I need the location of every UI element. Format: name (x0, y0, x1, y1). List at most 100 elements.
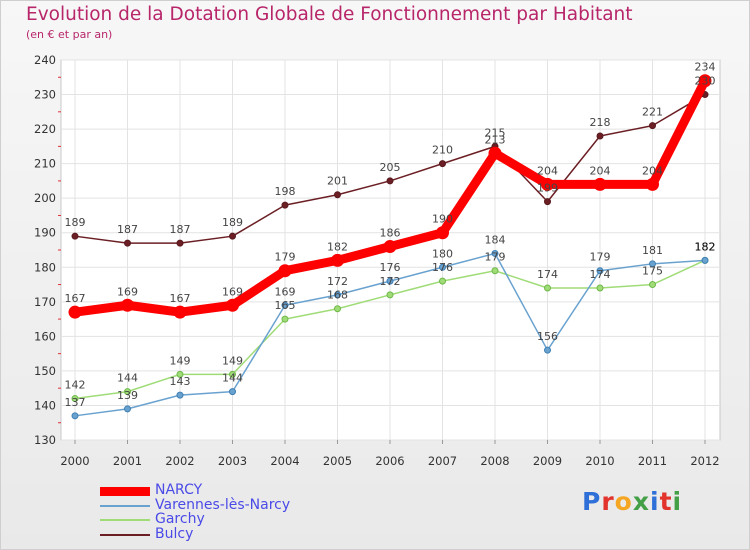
data-label-garchy-2002: 149 (170, 354, 191, 367)
point-garchy-2005 (334, 305, 341, 313)
data-label-varennes-l-s-narcy-2012: 182 (695, 240, 716, 253)
data-label-varennes-l-s-narcy-2001: 139 (117, 389, 138, 402)
y-tick-label-200: 200 (34, 191, 56, 205)
legend-item-bulcy: Bulcy (100, 525, 330, 543)
data-label-varennes-l-s-narcy-2002: 143 (170, 375, 191, 388)
legend-label-bulcy: Bulcy (155, 525, 194, 542)
point-bulcy-2005 (334, 191, 341, 199)
y-tick-label-190: 190 (34, 226, 56, 240)
data-label-bulcy-2009: 199 (537, 182, 558, 195)
point-varennes-l-s-narcy-2000 (71, 412, 79, 420)
legend-label-narcy: NARCY (155, 482, 203, 498)
data-label-varennes-l-s-narcy-2005: 172 (327, 275, 348, 288)
legend: NARCY Varennes-lès-Narcy Garchy Bulcy (100, 482, 330, 543)
point-varennes-l-s-narcy-2007 (439, 263, 446, 271)
y-tick-label-170: 170 (34, 295, 56, 309)
data-label-bulcy-2008: 215 (485, 126, 506, 139)
proxiti-logo: Proxiti (582, 487, 682, 516)
data-label-narcy-2006: 186 (380, 227, 401, 240)
data-label-narcy-2000: 167 (65, 292, 86, 305)
data-label-varennes-l-s-narcy-2003: 144 (222, 372, 243, 385)
legend-label-varennes-l-s-narcy: Varennes-lès-Narcy (155, 496, 291, 513)
x-tick-label-2011: 2011 (638, 454, 667, 468)
point-bulcy-2009 (544, 198, 551, 206)
legend-swatch-narcy (100, 486, 150, 496)
data-label-garchy-2009: 174 (537, 268, 558, 281)
point-varennes-l-s-narcy-2004 (281, 301, 289, 309)
point-varennes-l-s-narcy-2005 (334, 291, 341, 299)
point-narcy-2005 (331, 253, 344, 267)
point-narcy-2002 (173, 305, 187, 319)
chart-subtitle: (en € et par an) (26, 28, 113, 41)
data-label-garchy-2004: 165 (275, 299, 296, 312)
point-bulcy-2011 (649, 122, 656, 130)
point-narcy-2010 (593, 177, 607, 191)
data-label-narcy-2007: 190 (432, 213, 453, 226)
data-label-bulcy-2000: 189 (65, 216, 86, 229)
point-narcy-2006 (383, 240, 397, 254)
logo-letter: P (582, 487, 602, 516)
data-label-varennes-l-s-narcy-2004: 169 (275, 285, 296, 298)
data-label-bulcy-2010: 218 (590, 116, 611, 129)
x-tick-label-2006: 2006 (375, 454, 404, 468)
x-tick-label-2001: 2001 (113, 454, 142, 468)
data-label-narcy-2012: 234 (695, 61, 716, 74)
data-label-garchy-2007: 176 (432, 261, 453, 274)
logo-letter: r (601, 487, 615, 516)
point-varennes-l-s-narcy-2002 (176, 391, 184, 399)
data-label-garchy-2000: 142 (65, 379, 86, 392)
point-narcy-2011 (646, 177, 659, 191)
data-label-narcy-2005: 182 (327, 240, 348, 253)
logo-letter: i (650, 487, 660, 516)
point-garchy-2004 (281, 315, 289, 323)
point-bulcy-2001 (124, 239, 131, 247)
point-narcy-2003 (226, 298, 239, 312)
data-label-narcy-2011: 204 (642, 164, 663, 177)
y-tick-label-140: 140 (34, 398, 56, 412)
legend-swatch-garchy (100, 519, 150, 521)
point-varennes-l-s-narcy-2011 (649, 260, 656, 268)
point-garchy-2000 (71, 395, 79, 403)
x-tick-label-2003: 2003 (218, 454, 247, 468)
data-label-garchy-2005: 168 (327, 289, 348, 302)
y-tick-label-150: 150 (34, 364, 56, 378)
data-label-bulcy-2003: 189 (222, 216, 243, 229)
x-tick-label-2000: 2000 (60, 454, 89, 468)
x-tick-label-2005: 2005 (323, 454, 352, 468)
point-garchy-2007 (439, 277, 446, 285)
legend-item-garchy: Garchy (100, 511, 330, 528)
data-label-bulcy-2007: 210 (432, 144, 453, 157)
point-garchy-2003 (229, 370, 236, 378)
data-label-narcy-2008: 213 (485, 133, 506, 146)
data-label-garchy-2001: 144 (117, 372, 138, 385)
data-label-varennes-l-s-narcy-2011: 181 (642, 244, 663, 257)
data-label-bulcy-2012: 230 (695, 75, 716, 88)
data-label-garchy-2006: 172 (380, 275, 401, 288)
point-varennes-l-s-narcy-2001 (124, 405, 131, 413)
point-varennes-l-s-narcy-2010 (596, 267, 604, 275)
logo-letter: x (632, 487, 650, 516)
point-bulcy-2003 (229, 232, 236, 240)
legend-swatch-bulcy (100, 533, 150, 536)
data-label-bulcy-2005: 201 (327, 175, 348, 188)
point-narcy-2000 (68, 305, 82, 319)
y-tick-label-160: 160 (34, 329, 56, 343)
y-tick-label-130: 130 (34, 433, 56, 447)
x-tick-label-2009: 2009 (533, 454, 562, 468)
x-tick-label-2002: 2002 (165, 454, 194, 468)
point-varennes-l-s-narcy-2003 (229, 388, 236, 396)
y-tick-label-220: 220 (34, 122, 56, 136)
data-label-varennes-l-s-narcy-2006: 176 (380, 261, 401, 274)
data-label-garchy-2010: 174 (590, 268, 611, 281)
point-bulcy-2007 (439, 160, 446, 168)
y-tick-label-180: 180 (34, 260, 56, 274)
legend-swatch-varennes-l-s-narcy (100, 504, 150, 507)
point-varennes-l-s-narcy-2009 (544, 346, 551, 354)
legend-item-narcy: NARCY (100, 482, 330, 499)
point-garchy-2010 (596, 284, 604, 292)
legend-item-varennes-l-s-narcy: Varennes-lès-Narcy (100, 496, 330, 514)
logo-letter: o (614, 487, 633, 516)
y-tick-label-210: 210 (34, 157, 56, 171)
x-tick-label-2012: 2012 (690, 454, 719, 468)
x-tick-label-2008: 2008 (480, 454, 509, 468)
